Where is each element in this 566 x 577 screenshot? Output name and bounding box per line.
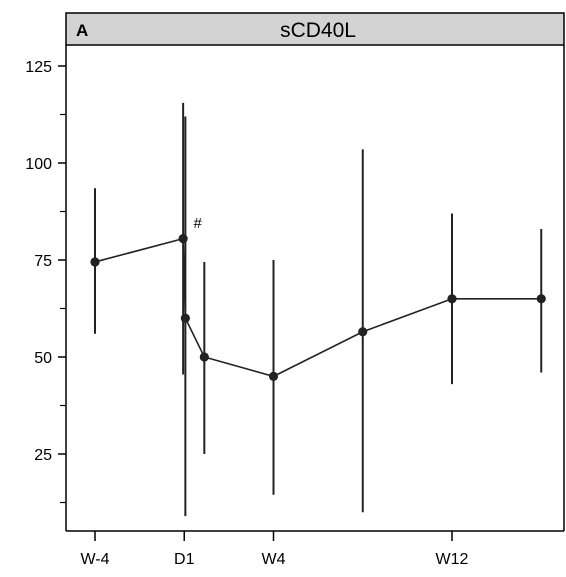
data-point-4 (268, 371, 279, 381)
data-point-5 (358, 327, 368, 337)
chart-title: sCD40L (280, 19, 356, 42)
plot-frame (65, 45, 565, 532)
y-axis: 25 50 75 100 125 (25, 59, 66, 504)
data-point-3 (199, 352, 209, 362)
series-line-0 (94, 237, 542, 378)
data-point-2 (180, 313, 190, 323)
data-point-7 (536, 294, 546, 304)
y-tick-label-50: 50 (34, 350, 52, 367)
panel-header-background (65, 12, 565, 46)
y-tick-label-75: 75 (34, 253, 52, 270)
data-point-6 (447, 294, 457, 304)
error-bars (94, 102, 543, 517)
y-tick-label-125: 125 (25, 59, 52, 76)
data-point-0 (90, 257, 100, 267)
data-point-1 (178, 234, 188, 244)
annotations: # (193, 215, 202, 232)
y-tick-label-25: 25 (34, 447, 52, 464)
x-axis: W-4 D1 W4 W12 (80, 531, 469, 568)
x-tick-label-W4: W4 (262, 551, 286, 568)
panel-label: A (76, 21, 88, 40)
y-tick-label-100: 100 (25, 156, 52, 173)
data-points (90, 234, 546, 381)
annotation-0: # (193, 215, 202, 232)
x-tick-label-D1: D1 (174, 551, 195, 568)
x-tick-label-W-4: W-4 (80, 551, 109, 568)
x-tick-label-W12: W12 (436, 551, 469, 568)
series-lines (94, 237, 542, 378)
panel-header: A sCD40L (65, 12, 565, 46)
